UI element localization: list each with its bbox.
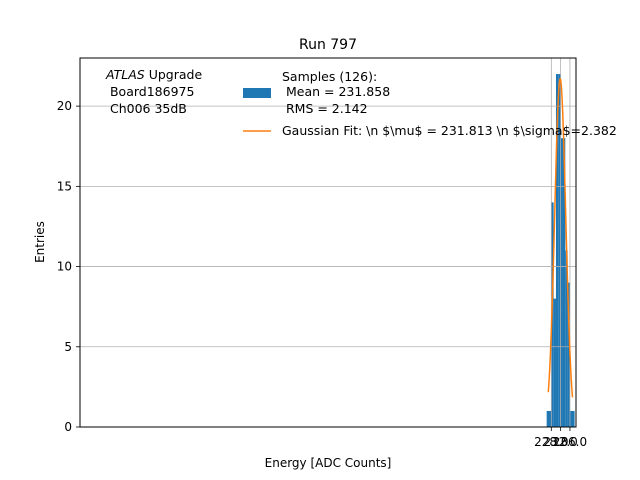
atlas-annotation: ATLAS Upgrade Board186975 Ch006 35dB [105, 67, 202, 116]
chart-title: Run 797 [299, 37, 357, 53]
y-axis-label: Entries [33, 221, 47, 263]
x-tick-label-0: 228.0 [534, 435, 568, 449]
upgrade-label: Upgrade [145, 67, 203, 82]
histogram-bar-6 [562, 138, 566, 427]
legend-samples-patch [243, 88, 271, 98]
legend-samples-line-2: Mean = 231.858 [282, 84, 390, 99]
channel-label: Ch006 35dB [106, 101, 187, 116]
x-tick-label-1: 232.0 [543, 435, 577, 449]
histogram-bar-4 [558, 74, 561, 427]
legend-samples-line-3: RMS = 2.142 [282, 101, 368, 116]
y-tick-label-2: 10 [57, 260, 72, 274]
histogram-bar-9 [569, 410, 575, 427]
histogram-bar-5 [560, 138, 563, 427]
histogram-bar-7 [565, 250, 568, 427]
histogram-bar-2 [553, 298, 556, 427]
plot-frame [79, 57, 577, 428]
x-tick-label-2: 236.0 [553, 435, 587, 449]
svg-text:ATLAS Upgrade: ATLAS Upgrade [105, 67, 202, 82]
y-tick-label-0: 0 [64, 420, 72, 434]
gaussian-fit [547, 77, 574, 398]
histogram-bar-8 [567, 282, 570, 427]
legend-fit-label: Gaussian Fit: \n $\mu$ = 231.813 \n $\si… [282, 123, 617, 138]
legend: Samples (126): Mean = 231.858 RMS = 2.14… [243, 69, 617, 138]
atlas-label: ATLAS [105, 67, 145, 82]
legend-samples-line-1: Samples (126): [282, 69, 377, 84]
y-tick-label-1: 5 [64, 340, 72, 354]
y-tick-label-4: 20 [57, 99, 72, 113]
histogram-bar-0 [546, 410, 552, 427]
histogram-bar-3 [555, 74, 559, 427]
board-label: Board186975 [106, 84, 194, 99]
x-axis-label: Energy [ADC Counts] [265, 456, 392, 470]
fit-curve [547, 77, 574, 398]
y-tick-label-3: 15 [57, 179, 72, 193]
